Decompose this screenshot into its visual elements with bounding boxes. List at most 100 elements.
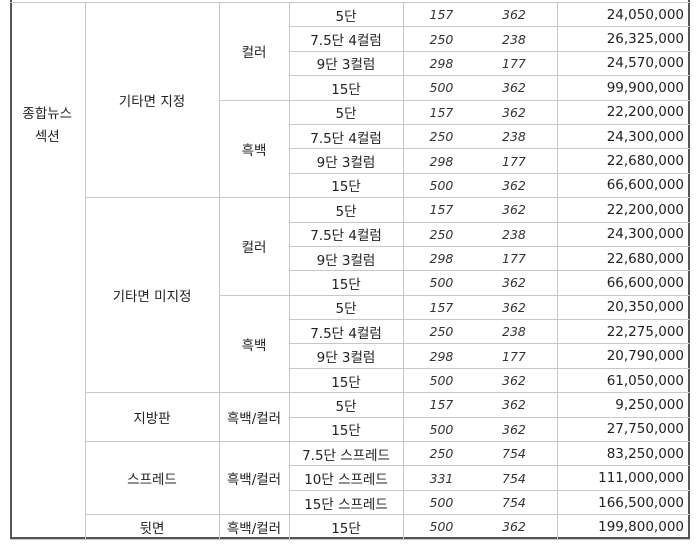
height-cell: 362	[480, 392, 558, 418]
size-cell: 5단	[288, 392, 404, 418]
color-type-cell: 컬러	[218, 197, 290, 296]
section-cell: 종합뉴스 섹션	[10, 2, 86, 540]
width-cell: 157	[402, 294, 480, 321]
width-cell: 500	[402, 172, 480, 199]
height-cell: 362	[480, 367, 558, 394]
price-cell: 9,250,000	[556, 392, 690, 418]
group-cell: 기타면 미지정	[84, 197, 220, 394]
price-cell: 24,300,000	[556, 123, 690, 150]
price-cell: 26,325,000	[556, 26, 690, 52]
width-cell: 250	[402, 319, 480, 345]
height-cell: 238	[480, 26, 558, 52]
table-row: 스프레드 흑백/컬러 7.5단 스프레드 250 754 83,250,000	[10, 441, 690, 516]
width-cell: 157	[402, 197, 480, 223]
price-cell: 24,050,000	[556, 1, 690, 28]
price-cell: 61,050,000	[556, 367, 690, 394]
size-cell: 9단 3컬럼	[288, 148, 404, 174]
table-row: 뒷면 흑백/컬러 15단 500 362 199,800,000	[10, 514, 690, 540]
table-row: 지방판 흑백/컬러 5단 157 362 9,250,000	[10, 392, 690, 443]
table-row: 9단 3컬럼 298 177 22,680,000	[10, 245, 690, 272]
size-cell: 5단	[288, 99, 404, 125]
table-row: 흑백 5단 157 362 20,350,000	[10, 294, 690, 394]
ad-rate-table: 종합뉴스 섹션 기타면 지정 컬러 5단 157 362 24,050,000 7.5단 4컬럼…	[10, 1, 690, 540]
section-label: 섹션	[34, 129, 60, 145]
height-cell: 177	[480, 343, 558, 369]
price-cell: 27,750,000	[556, 416, 690, 443]
width-cell: 500	[402, 270, 480, 296]
width-cell: 500	[402, 489, 480, 516]
color-type-cell: 흑백	[218, 294, 290, 394]
height-cell: 238	[480, 123, 558, 150]
price-cell: 24,300,000	[556, 221, 690, 247]
height-cell: 362	[480, 270, 558, 296]
size-cell: 15단	[288, 270, 404, 296]
table-row: 10단 스프레드 331 754 111,000,000	[10, 465, 690, 491]
width-cell: 250	[402, 123, 480, 150]
size-cell: 7.5단 4컬럼	[288, 123, 404, 150]
width-cell: 298	[402, 148, 480, 174]
height-cell: 754	[480, 441, 558, 467]
color-type-cell: 컬러	[218, 2, 290, 101]
size-cell: 7.5단 스프레드	[288, 441, 404, 467]
size-cell: 15단	[288, 75, 404, 101]
size-cell: 15단 스프레드	[288, 489, 404, 516]
size-cell: 9단 3컬럼	[288, 343, 404, 369]
size-cell: 5단	[288, 1, 404, 28]
size-cell: 15단	[288, 172, 404, 199]
height-cell: 754	[480, 489, 558, 516]
height-cell: 177	[480, 245, 558, 272]
width-cell: 250	[402, 441, 480, 467]
color-type-cell: 흑백/컬러	[218, 441, 290, 516]
size-cell: 7.5단 4컬럼	[288, 26, 404, 52]
price-cell: 166,500,000	[556, 489, 690, 516]
height-cell: 362	[480, 99, 558, 125]
size-cell: 15단	[288, 367, 404, 394]
table-row: 종합뉴스 섹션 기타면 지정 컬러 5단 157 362 24,050,000	[10, 1, 690, 540]
price-cell: 22,200,000	[556, 197, 690, 223]
table-row: 기타면 미지정 컬러 5단 157 362 22,200,000	[10, 197, 690, 394]
group-cell: 지방판	[84, 392, 220, 443]
table-row: 15단 500 362 27,750,000	[10, 416, 690, 443]
size-cell: 10단 스프레드	[288, 465, 404, 491]
table-row: 15단 500 362 66,600,000	[10, 270, 690, 296]
table-row: 7.5단 4컬럼 250 238 24,300,000	[10, 123, 690, 150]
height-cell: 238	[480, 319, 558, 345]
price-cell: 22,680,000	[556, 245, 690, 272]
height-cell: 362	[480, 197, 558, 223]
width-cell: 500	[402, 367, 480, 394]
width-cell: 500	[402, 75, 480, 101]
width-cell: 500	[402, 416, 480, 443]
height-cell: 362	[480, 294, 558, 321]
height-cell: 238	[480, 221, 558, 247]
size-cell: 7.5단 4컬럼	[288, 221, 404, 247]
height-cell: 362	[480, 416, 558, 443]
size-cell: 5단	[288, 197, 404, 223]
price-cell: 22,680,000	[556, 148, 690, 174]
size-cell: 9단 3컬럼	[288, 50, 404, 77]
width-cell: 157	[402, 99, 480, 125]
color-type-cell: 흑백/컬러	[218, 514, 290, 540]
price-cell: 66,600,000	[556, 172, 690, 199]
price-cell: 99,900,000	[556, 75, 690, 101]
group-cell: 기타면 지정	[84, 1, 220, 199]
group-cell: 스프레드	[84, 441, 220, 516]
price-cell: 22,200,000	[556, 99, 690, 125]
width-cell: 250	[402, 221, 480, 247]
table-row: 9단 3컬럼 298 177 24,570,000	[10, 50, 690, 77]
table-row: 흑백 5단 157 362 22,200,000	[10, 99, 690, 199]
table-row: 7.5단 4컬럼 250 238 24,300,000	[10, 221, 690, 247]
table-row: 15단 500 362 66,600,000	[10, 172, 690, 199]
price-cell: 111,000,000	[556, 465, 690, 491]
width-cell: 331	[402, 465, 480, 491]
size-cell: 9단 3컬럼	[288, 245, 404, 272]
height-cell: 754	[480, 465, 558, 491]
width-cell: 298	[402, 50, 480, 77]
table-row: 7.5단 4컬럼 250 238 22,275,000	[10, 319, 690, 345]
table-row: 15단 500 362 61,050,000	[10, 367, 690, 394]
width-cell: 298	[402, 343, 480, 369]
height-cell: 362	[480, 1, 558, 28]
price-cell: 20,350,000	[556, 294, 690, 321]
price-cell: 22,275,000	[556, 319, 690, 345]
width-cell: 157	[402, 1, 480, 28]
height-cell: 177	[480, 148, 558, 174]
